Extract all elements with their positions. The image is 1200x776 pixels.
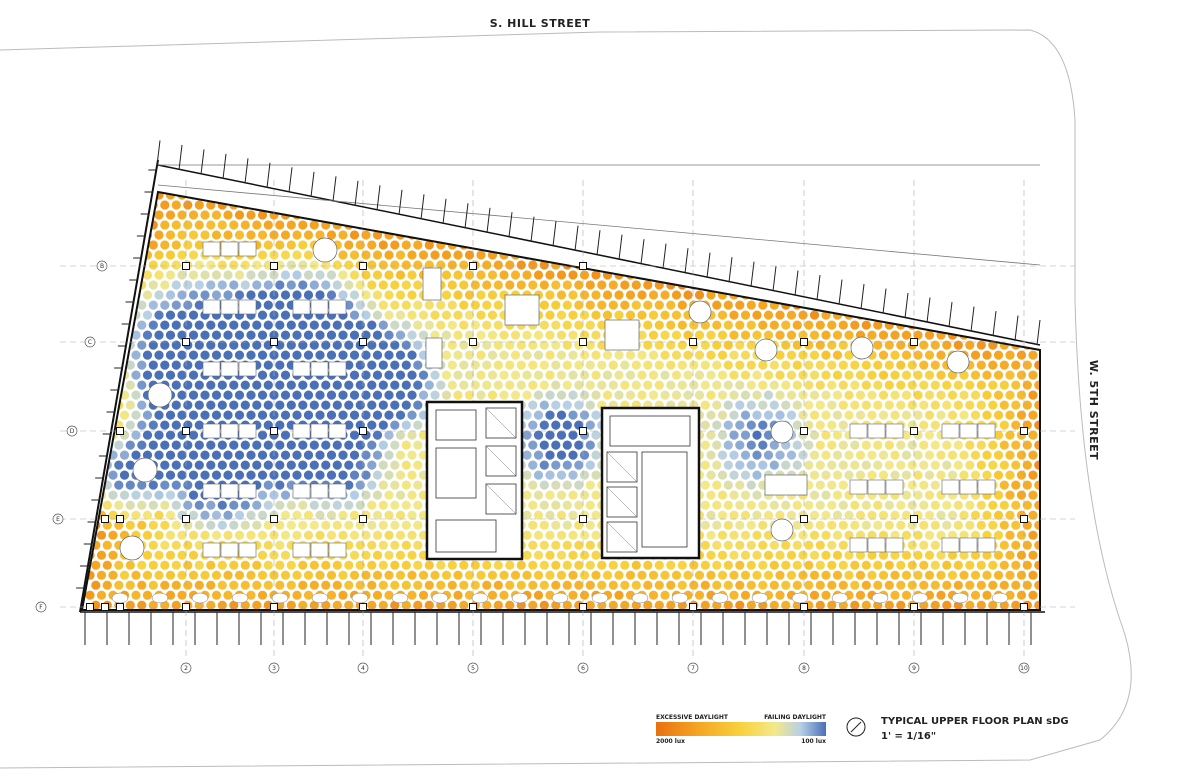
grid-label-2: 2	[184, 665, 188, 672]
grid-label-6: 6	[581, 665, 585, 672]
grid-bubble-b	[96, 260, 108, 272]
plan-title: TYPICAL UPPER FLOOR PLAN sDG	[881, 716, 1069, 727]
grid-label-e: E	[56, 516, 60, 523]
street-label-north: S. HILL STREET	[490, 17, 591, 30]
grid-bubble-9	[908, 662, 920, 674]
grid-label-5: 5	[471, 665, 475, 672]
legend-left-label: EXCESSIVE DAYLIGHT	[656, 714, 729, 721]
grid-label-10: 10	[1020, 665, 1028, 672]
grid-bubble-c	[84, 336, 96, 348]
grid-bubble-5	[467, 662, 479, 674]
grid-bubble-7	[687, 662, 699, 674]
grid-bubble-d	[66, 425, 78, 437]
grid-bubble-e	[52, 513, 64, 525]
legend-right-label: FAILING DAYLIGHT	[764, 714, 827, 721]
structural-columns	[86, 262, 1028, 611]
grid-bubble-10	[1018, 662, 1030, 674]
furniture-layout	[111, 237, 1009, 604]
legend-right-value: 100 lux	[801, 738, 826, 745]
grid-bubble-4	[357, 662, 369, 674]
grid-label-c: C	[88, 339, 92, 346]
site-boundary	[0, 29, 1132, 769]
grid-label-7: 7	[691, 665, 695, 672]
grid-row-labels: B C D E F	[35, 260, 108, 613]
legend: EXCESSIVE DAYLIGHT FAILING DAYLIGHT 2000…	[656, 714, 827, 745]
exterior-wall-north	[157, 164, 1041, 346]
floor-outline	[80, 190, 1041, 611]
west-wall	[79, 159, 159, 613]
street-label-east: W. 5TH STREET	[1087, 360, 1100, 460]
legend-left-value: 2000 lux	[656, 738, 685, 745]
grid-label-3: 3	[272, 665, 276, 672]
core-east	[600, 406, 701, 560]
grid-bubble-3	[268, 662, 280, 674]
legend-gradient-bar	[656, 722, 826, 736]
facade-fins	[76, 140, 1041, 645]
north-arrow-icon	[846, 717, 866, 737]
grid-bubble-2	[180, 662, 192, 674]
exterior-wall-outer-2	[157, 184, 1041, 266]
core-west	[425, 400, 524, 561]
structural-grid	[60, 180, 1075, 660]
grid-label-b: B	[100, 263, 104, 270]
grid-label-9: 9	[912, 665, 916, 672]
grid-bubble-8	[798, 662, 810, 674]
plan-scale: 1' = 1/16"	[881, 731, 936, 742]
grid-label-d: D	[70, 428, 75, 435]
grid-label-f: F	[39, 604, 43, 611]
grid-bubble-6	[577, 662, 589, 674]
grid-column-labels: 2 3 4 5 6 7 8 9 10	[180, 662, 1030, 674]
grid-label-8: 8	[802, 665, 806, 672]
grid-label-4: 4	[361, 665, 365, 672]
grid-bubble-f	[35, 601, 47, 613]
